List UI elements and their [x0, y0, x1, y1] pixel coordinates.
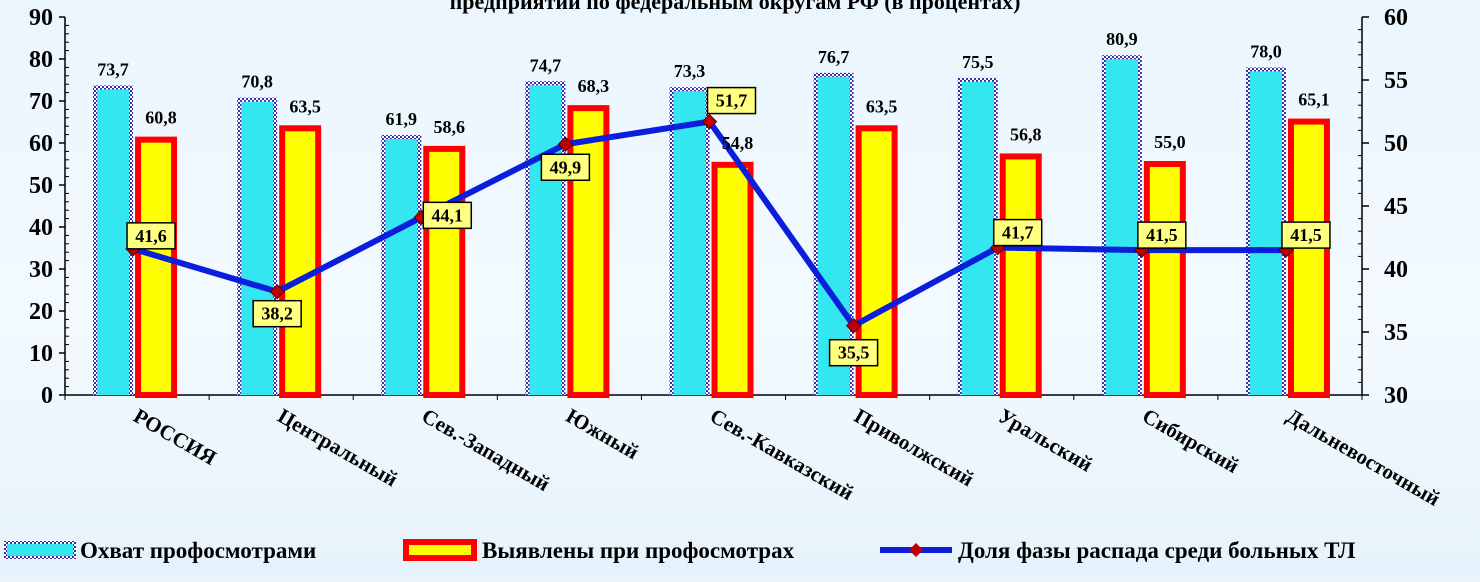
line-label-box	[540, 153, 591, 182]
x-tick-label: Сев.-Западный	[418, 404, 554, 497]
bar-coverage-fill	[241, 101, 274, 395]
bar-detected-label: 65,1	[1298, 90, 1330, 110]
legend-swatch-coverage-fill	[7, 544, 73, 556]
bar-detected-label: 60,8	[145, 108, 177, 128]
line-label: 41,7	[1002, 223, 1034, 243]
y-left-tick-label: 70	[29, 89, 53, 115]
y-left-tick-label: 30	[29, 257, 53, 283]
line-point	[845, 317, 862, 334]
bar-detected-label: 68,3	[578, 76, 610, 96]
bar-detected-label: 63,5	[289, 96, 321, 116]
y-left-tick-label: 90	[29, 5, 53, 31]
line-label-box	[828, 338, 879, 367]
bar-coverage-label: 75,5	[962, 52, 994, 72]
line-label-box	[252, 299, 302, 328]
legend-swatch-marker	[909, 543, 923, 557]
line-label: 38,2	[261, 304, 293, 324]
bar-detected	[567, 105, 610, 398]
bar-detected-label: 56,8	[1010, 124, 1042, 144]
bar-coverage-label: 80,9	[1106, 29, 1138, 49]
bar-detected	[1287, 118, 1330, 399]
bar-coverage-label: 74,7	[530, 55, 562, 75]
bar-coverage-fill	[673, 91, 706, 395]
bar-coverage-label: 73,3	[674, 61, 706, 81]
line-point	[701, 113, 718, 130]
x-tick-label: РОССИЯ	[130, 404, 221, 470]
line-label-box	[422, 201, 473, 230]
bar-coverage-fill	[1105, 59, 1138, 395]
y-right-tick-label: 35	[1384, 320, 1408, 346]
line-label-box	[706, 86, 757, 115]
line-label: 35,5	[838, 343, 870, 363]
bar-detected	[711, 161, 754, 398]
bar-coverage-label: 61,9	[386, 109, 418, 129]
y-right-tick-label: 30	[1384, 383, 1408, 409]
line-label-box	[126, 222, 176, 250]
bar-detected	[279, 125, 322, 399]
bar-coverage-label: 73,7	[97, 59, 129, 79]
y-left-tick-label: 10	[29, 341, 53, 367]
y-right-tick-label: 45	[1384, 194, 1408, 220]
bar-detected-label: 58,6	[434, 117, 466, 137]
y-left-tick-label: 60	[29, 131, 53, 157]
y-left-tick-label: 80	[29, 47, 53, 73]
bar-coverage-fill	[385, 139, 418, 395]
bar-coverage-label: 76,7	[818, 47, 850, 67]
bar-detected	[423, 145, 466, 398]
y-right-tick-label: 60	[1384, 5, 1408, 31]
bar-detected-label: 55,0	[1154, 132, 1186, 152]
x-tick-label: Сев.-Кавказский	[706, 404, 858, 506]
bar-detected	[1143, 161, 1186, 398]
line-label: 49,9	[550, 157, 582, 177]
line-label-box	[1137, 221, 1187, 249]
line-point	[557, 136, 574, 152]
y-left-tick-label: 20	[29, 299, 53, 325]
x-tick-label: Сибирский	[1138, 404, 1243, 478]
y-left-tick-label: 50	[29, 173, 53, 199]
line-label: 41,6	[135, 226, 167, 246]
legend-label: Выявлены при профосмотрах	[482, 538, 795, 563]
y-left-tick-label: 0	[41, 383, 53, 409]
line-label: 41,5	[1146, 225, 1178, 245]
chart-title: предприятий по федеральным округам РФ (в…	[450, 0, 1021, 14]
bar-detected-label: 63,5	[866, 96, 898, 116]
y-right-tick-label: 50	[1384, 131, 1408, 157]
bar-coverage-label: 78,0	[1250, 41, 1282, 61]
line-label-box	[1281, 221, 1331, 249]
bar-coverage-fill	[97, 89, 130, 396]
y-right-tick-label: 40	[1384, 257, 1408, 283]
line-label: 41,5	[1290, 225, 1322, 245]
bar-coverage-label: 70,8	[241, 72, 273, 92]
line-label-box	[992, 218, 1043, 247]
bar-coverage-fill	[1249, 71, 1282, 396]
bar-detected-label: 54,8	[722, 133, 754, 153]
line-label: 51,7	[716, 91, 748, 111]
legend-swatch-detected	[403, 539, 477, 561]
legend-label: Доля фазы распада среди больных ТЛ	[958, 538, 1355, 563]
line-label: 44,1	[432, 205, 464, 225]
bar-coverage-fill	[529, 85, 562, 395]
y-right-tick-label: 55	[1384, 68, 1408, 94]
bar-detected	[999, 153, 1042, 398]
bar-coverage-fill	[961, 81, 994, 396]
x-tick-label: Дальневосточный	[1282, 404, 1444, 511]
y-left-tick-label: 40	[29, 215, 53, 241]
x-tick-label: Центральный	[274, 404, 402, 492]
line-point	[269, 283, 285, 300]
bar-detected	[135, 136, 178, 398]
x-tick-label: Уральский	[994, 404, 1097, 477]
legend-label: Охват профосмотрами	[80, 538, 316, 563]
x-tick-label: Южный	[562, 404, 643, 465]
x-tick-label: Приволжский	[850, 404, 978, 492]
